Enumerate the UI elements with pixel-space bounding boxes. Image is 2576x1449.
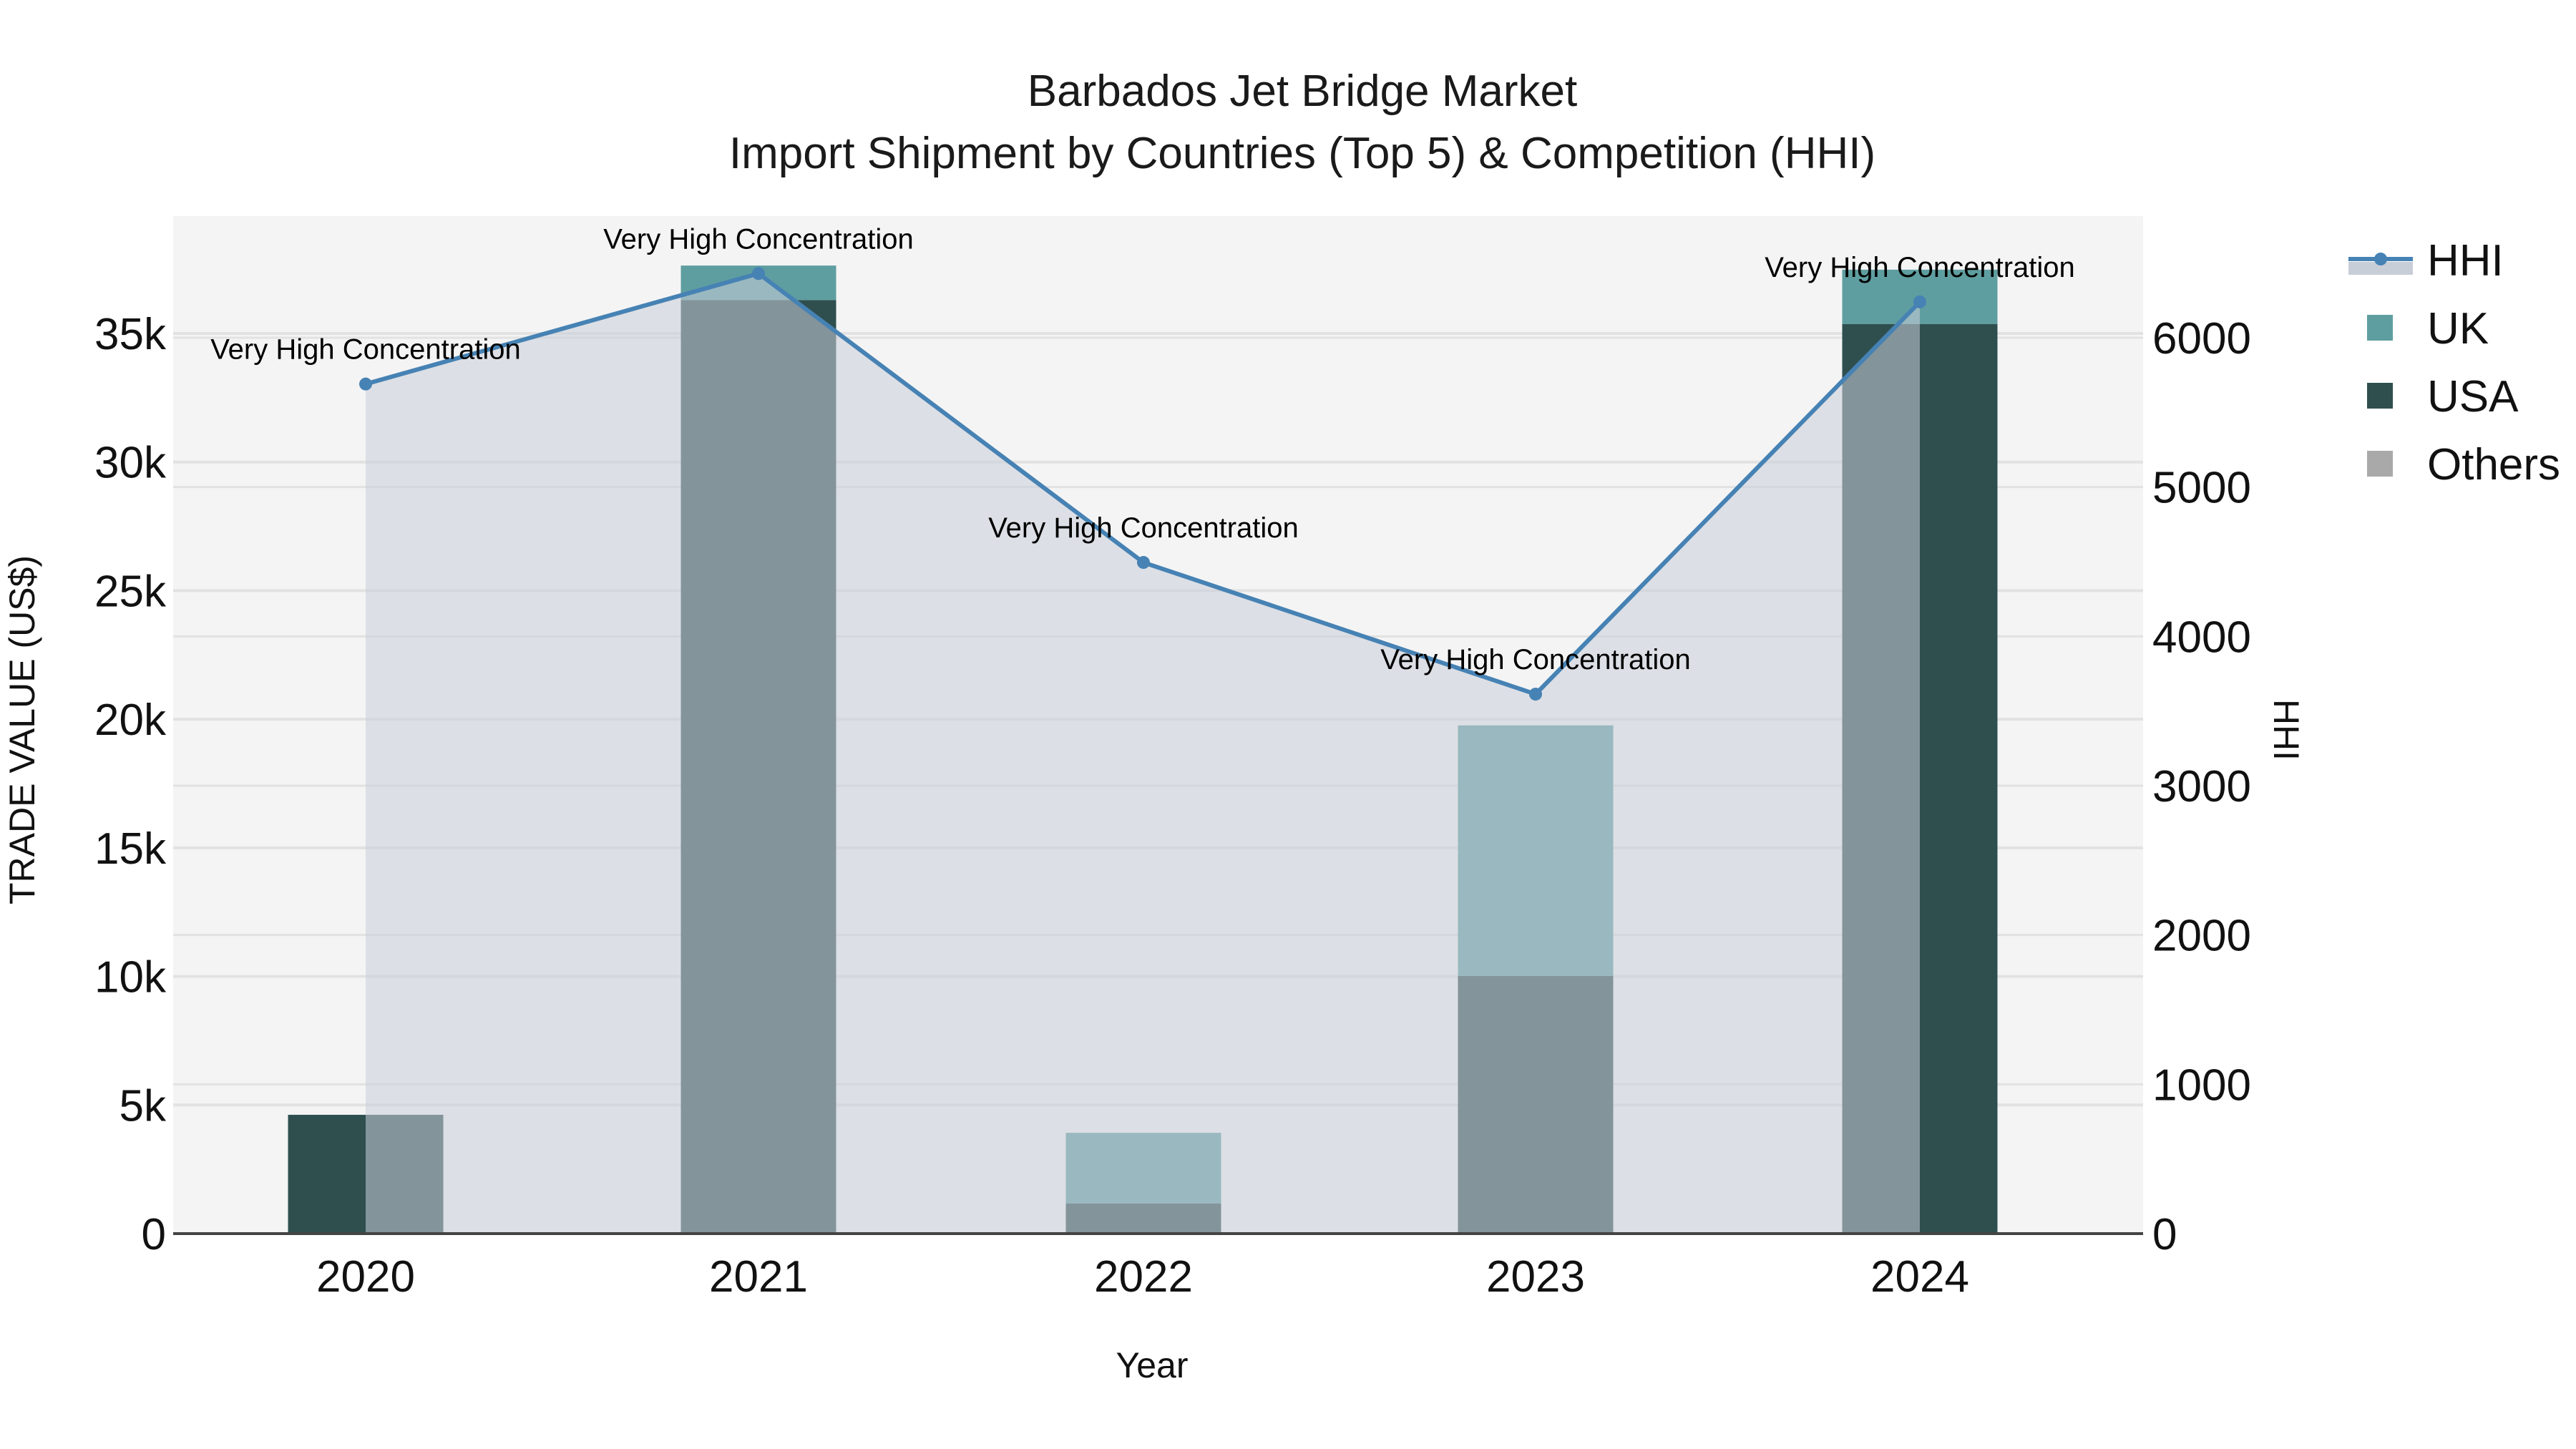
y-tick-label: 0 <box>142 1210 166 1259</box>
y2-tick-label: 3000 <box>2152 762 2251 811</box>
y2-axis-ticks: 0 1000 2000 3000 4000 5000 6000 <box>2152 314 2251 1259</box>
y-tick-label: 10k <box>94 953 167 1002</box>
x-tick-label: 2023 <box>1486 1252 1585 1302</box>
hhi-marker-2024[interactable] <box>1913 295 1926 308</box>
annotation-label-2023: Very High Concentration <box>1380 644 1691 675</box>
y2-tick-label: 0 <box>2152 1210 2177 1259</box>
x-tick-label: 2022 <box>1094 1252 1193 1302</box>
y-tick-label: 5k <box>119 1081 167 1131</box>
x-tick-label: 2020 <box>316 1252 415 1302</box>
annotation-label-2021: Very High Concentration <box>603 223 914 255</box>
x-tick-label: 2021 <box>709 1252 808 1302</box>
x-axis-ticks: 2020 2021 2022 2023 2024 <box>316 1252 1969 1302</box>
legend-label-usa: USA <box>2427 372 2519 421</box>
annotation-label-2020: Very High Concentration <box>210 334 521 366</box>
legend-label-others: Others <box>2427 440 2560 489</box>
y-tick-label: 15k <box>94 824 167 874</box>
legend-item-uk[interactable]: UK <box>2367 304 2489 353</box>
chart-subtitle: Import Shipment by Countries (Top 5) & C… <box>729 129 1875 178</box>
y2-tick-label: 5000 <box>2152 464 2251 513</box>
legend-item-others[interactable]: Others <box>2367 440 2560 489</box>
legend-item-usa[interactable]: USA <box>2367 372 2519 421</box>
annotations: Very High Concentration Very High Concent… <box>210 223 2075 675</box>
hhi-marker-2022[interactable] <box>1137 556 1150 570</box>
y-axis-title: TRADE VALUE (US$) <box>2 555 42 904</box>
legend-label-uk: UK <box>2427 304 2489 353</box>
y-tick-label: 30k <box>94 439 167 488</box>
annotation-label-2022: Very High Concentration <box>988 512 1299 544</box>
legend-swatch-uk <box>2367 315 2393 341</box>
hhi-line <box>359 267 1926 1234</box>
y2-tick-label: 2000 <box>2152 912 2251 961</box>
y2-tick-label: 1000 <box>2152 1060 2251 1110</box>
hhi-area-fill <box>366 273 1920 1234</box>
y2-tick-label: 4000 <box>2152 613 2251 662</box>
x-tick-label: 2024 <box>1870 1252 1969 1302</box>
annotation-label-2024: Very High Concentration <box>1765 252 2075 283</box>
y-axis-ticks: 0 5k 10k 15k 20k 25k 30k 35k <box>94 310 167 1259</box>
x-axis-title: Year <box>1116 1345 1188 1385</box>
legend: HHI UK USA Others <box>2348 236 2560 489</box>
y-tick-label: 25k <box>94 567 167 616</box>
legend-item-hhi[interactable]: HHI <box>2348 236 2504 286</box>
legend-swatch-others <box>2367 451 2393 477</box>
y-tick-label: 20k <box>94 696 167 745</box>
hhi-marker-2021[interactable] <box>752 267 765 280</box>
legend-swatch-usa <box>2367 383 2393 409</box>
y2-axis-title: HHI <box>2266 699 2306 761</box>
y2-tick-label: 6000 <box>2152 314 2251 364</box>
legend-marker-icon <box>2374 253 2387 265</box>
y-tick-label: 35k <box>94 310 167 359</box>
legend-label-hhi: HHI <box>2427 236 2504 286</box>
hhi-marker-2020[interactable] <box>359 377 372 391</box>
chart-title: Barbados Jet Bridge Market <box>1028 67 1578 116</box>
hhi-marker-2023[interactable] <box>1529 688 1542 701</box>
legend-area-swatch <box>2348 262 2413 275</box>
